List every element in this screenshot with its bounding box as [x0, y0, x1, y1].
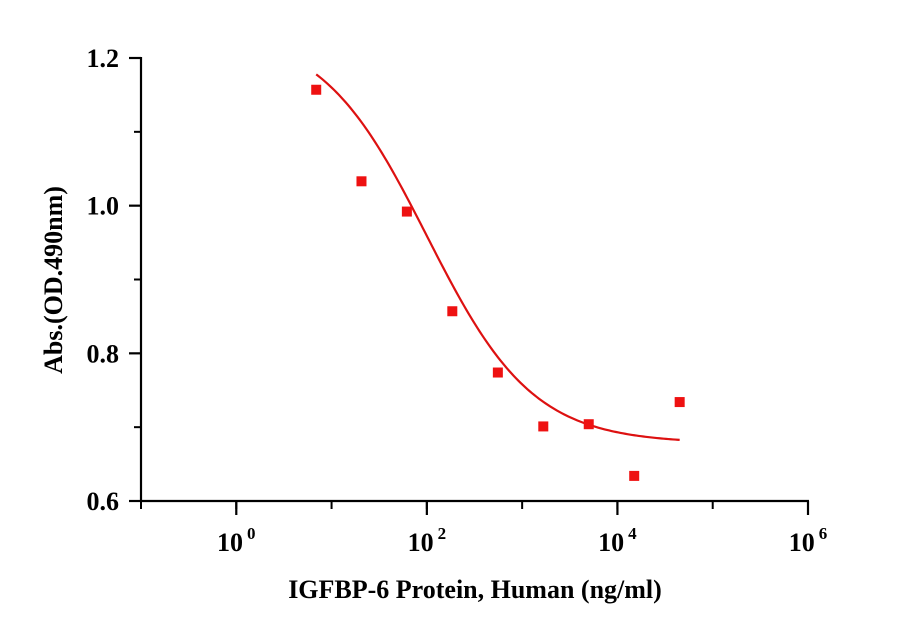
x-tick-label: 10 0: [217, 524, 255, 557]
fit-curve-layer: [315, 73, 680, 441]
data-points-layer: [311, 84, 685, 481]
x-tick-label: 10 6: [789, 524, 828, 557]
data-point: [629, 470, 640, 481]
data-point: [492, 367, 503, 378]
data-point: [401, 206, 412, 217]
y-tick-label: 1.0: [87, 192, 120, 221]
x-tick-label: 10 4: [598, 524, 637, 557]
data-point: [583, 419, 594, 430]
data-point: [447, 306, 458, 317]
data-point: [311, 84, 322, 95]
data-point: [674, 397, 685, 408]
y-tick-label: 0.8: [87, 339, 120, 368]
x-axis-label: IGFBP-6 Protein, Human (ng/ml): [288, 575, 662, 604]
axes: 0.6 0.8 1.0 1.2 10 0 10 2 10 4 10 6: [87, 44, 828, 557]
x-tick-label: 10 2: [408, 524, 447, 557]
data-point: [538, 421, 549, 432]
y-axis-label: Abs.(OD.490nm): [39, 186, 68, 374]
data-point: [356, 176, 367, 187]
fit-curve: [315, 73, 680, 441]
y-tick-label: 1.2: [87, 44, 120, 73]
y-tick-label: 0.6: [87, 487, 120, 516]
